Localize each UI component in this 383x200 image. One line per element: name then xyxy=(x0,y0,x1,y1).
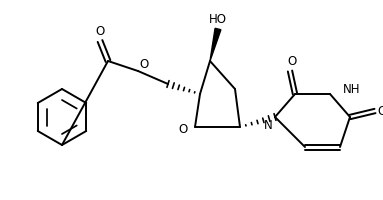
Text: NH: NH xyxy=(343,83,360,96)
Text: O: O xyxy=(139,58,148,71)
Text: N: N xyxy=(264,118,273,131)
Text: O: O xyxy=(179,123,188,136)
Text: O: O xyxy=(377,105,383,118)
Text: HO: HO xyxy=(209,13,227,26)
Polygon shape xyxy=(210,29,221,62)
Text: O: O xyxy=(287,55,296,68)
Text: O: O xyxy=(95,25,105,38)
